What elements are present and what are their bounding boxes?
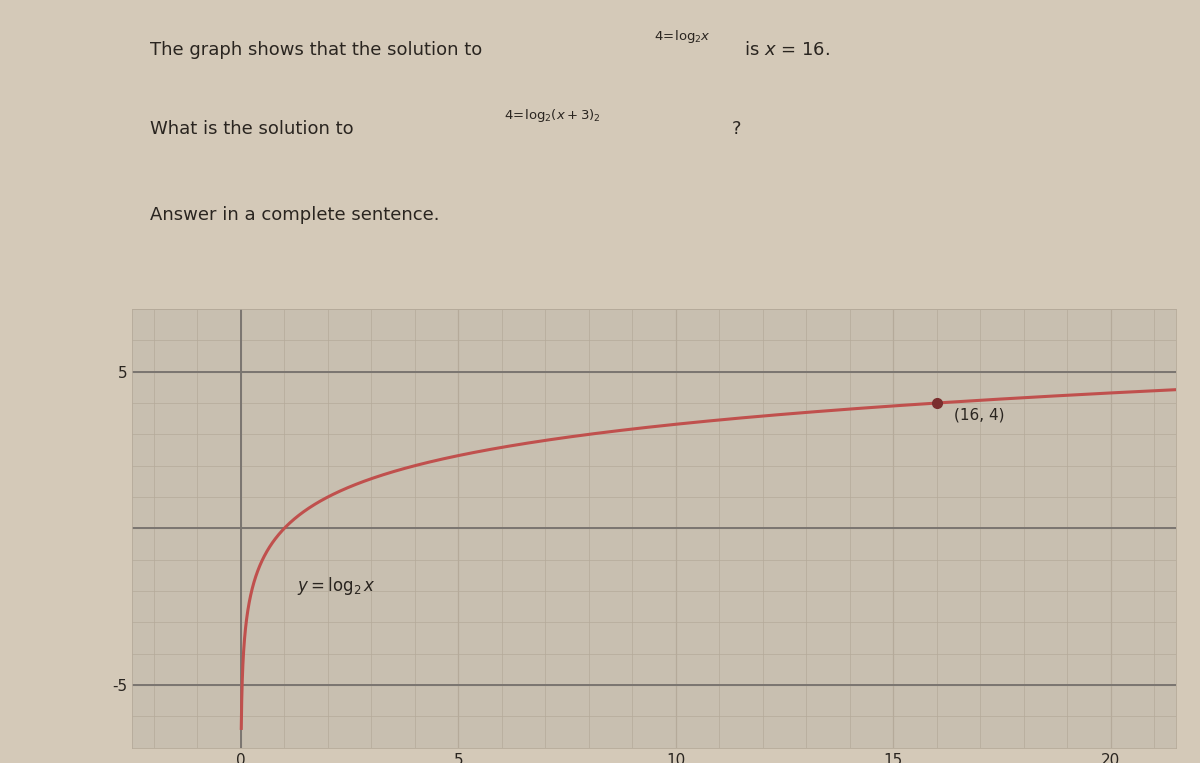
Text: is $x$ = 16.: is $x$ = 16. — [744, 41, 830, 59]
Text: Answer in a complete sentence.: Answer in a complete sentence. — [150, 206, 439, 224]
Text: The graph shows that the solution to: The graph shows that the solution to — [150, 41, 482, 59]
Text: What is the solution to: What is the solution to — [150, 121, 354, 138]
Text: (16, 4): (16, 4) — [954, 407, 1004, 423]
Text: $y = \log_2 x$: $y = \log_2 x$ — [298, 575, 376, 597]
Text: ?: ? — [732, 121, 742, 138]
Text: $4\!=\!\log_2\!x$: $4\!=\!\log_2\!x$ — [654, 27, 710, 45]
Text: $4\!=\!\log_2\!(x+3)_2$: $4\!=\!\log_2\!(x+3)_2$ — [504, 107, 601, 124]
